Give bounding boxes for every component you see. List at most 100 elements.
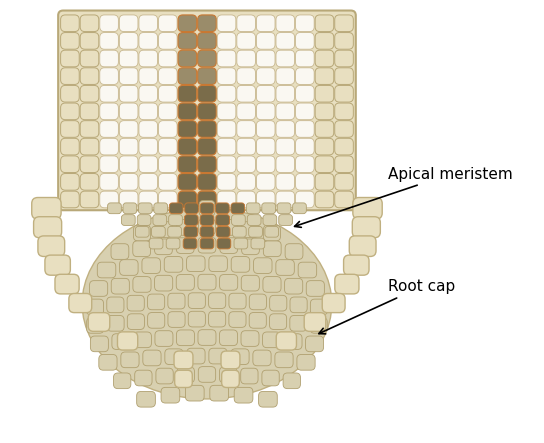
- FancyBboxPatch shape: [139, 50, 158, 67]
- FancyBboxPatch shape: [217, 120, 236, 137]
- FancyBboxPatch shape: [315, 85, 334, 102]
- FancyBboxPatch shape: [188, 311, 206, 327]
- FancyBboxPatch shape: [127, 295, 144, 311]
- FancyBboxPatch shape: [154, 275, 172, 291]
- FancyBboxPatch shape: [241, 331, 259, 346]
- FancyBboxPatch shape: [241, 275, 259, 291]
- FancyBboxPatch shape: [285, 278, 302, 294]
- FancyBboxPatch shape: [198, 274, 216, 290]
- FancyBboxPatch shape: [256, 191, 275, 208]
- FancyBboxPatch shape: [263, 225, 281, 241]
- FancyBboxPatch shape: [276, 191, 295, 208]
- FancyBboxPatch shape: [335, 120, 354, 137]
- FancyBboxPatch shape: [335, 50, 354, 67]
- FancyBboxPatch shape: [178, 120, 197, 137]
- FancyBboxPatch shape: [217, 103, 236, 120]
- FancyBboxPatch shape: [315, 138, 334, 155]
- FancyBboxPatch shape: [215, 203, 229, 214]
- FancyBboxPatch shape: [80, 174, 99, 190]
- FancyBboxPatch shape: [234, 387, 253, 403]
- FancyBboxPatch shape: [139, 103, 158, 120]
- FancyBboxPatch shape: [231, 203, 245, 214]
- FancyBboxPatch shape: [154, 239, 172, 255]
- FancyBboxPatch shape: [166, 238, 180, 249]
- FancyBboxPatch shape: [237, 85, 256, 102]
- FancyBboxPatch shape: [240, 368, 258, 384]
- FancyBboxPatch shape: [237, 174, 256, 190]
- FancyBboxPatch shape: [237, 191, 256, 208]
- FancyBboxPatch shape: [315, 191, 334, 208]
- FancyBboxPatch shape: [217, 191, 236, 208]
- FancyBboxPatch shape: [253, 350, 271, 366]
- FancyBboxPatch shape: [178, 191, 197, 208]
- FancyBboxPatch shape: [220, 275, 238, 290]
- FancyBboxPatch shape: [100, 15, 119, 31]
- FancyBboxPatch shape: [176, 238, 194, 253]
- FancyBboxPatch shape: [139, 138, 158, 155]
- FancyBboxPatch shape: [344, 255, 369, 275]
- FancyBboxPatch shape: [55, 274, 79, 294]
- FancyBboxPatch shape: [184, 226, 197, 237]
- FancyBboxPatch shape: [133, 225, 151, 241]
- FancyBboxPatch shape: [187, 256, 205, 272]
- FancyBboxPatch shape: [90, 336, 108, 352]
- FancyBboxPatch shape: [178, 174, 197, 190]
- FancyBboxPatch shape: [60, 120, 79, 137]
- FancyBboxPatch shape: [119, 120, 138, 137]
- FancyBboxPatch shape: [100, 120, 119, 137]
- FancyBboxPatch shape: [232, 215, 245, 225]
- FancyBboxPatch shape: [32, 198, 61, 219]
- FancyBboxPatch shape: [295, 138, 314, 155]
- FancyBboxPatch shape: [220, 220, 237, 235]
- FancyBboxPatch shape: [184, 215, 198, 225]
- FancyBboxPatch shape: [269, 314, 287, 330]
- FancyBboxPatch shape: [86, 318, 104, 333]
- FancyBboxPatch shape: [80, 50, 99, 67]
- FancyBboxPatch shape: [139, 85, 158, 102]
- FancyBboxPatch shape: [237, 103, 256, 120]
- FancyBboxPatch shape: [295, 15, 314, 31]
- FancyBboxPatch shape: [237, 32, 256, 49]
- FancyBboxPatch shape: [133, 241, 151, 256]
- FancyBboxPatch shape: [158, 15, 177, 31]
- FancyBboxPatch shape: [86, 299, 103, 315]
- FancyBboxPatch shape: [295, 50, 314, 67]
- FancyBboxPatch shape: [217, 15, 236, 31]
- FancyBboxPatch shape: [60, 85, 79, 102]
- FancyBboxPatch shape: [139, 15, 158, 31]
- FancyBboxPatch shape: [262, 203, 275, 214]
- FancyBboxPatch shape: [198, 237, 216, 253]
- FancyBboxPatch shape: [97, 262, 116, 278]
- FancyBboxPatch shape: [169, 215, 182, 225]
- FancyBboxPatch shape: [276, 103, 295, 120]
- FancyBboxPatch shape: [60, 103, 79, 120]
- FancyBboxPatch shape: [139, 120, 158, 137]
- FancyBboxPatch shape: [199, 367, 215, 382]
- FancyBboxPatch shape: [237, 120, 256, 137]
- FancyBboxPatch shape: [176, 275, 194, 290]
- FancyBboxPatch shape: [178, 32, 197, 49]
- FancyBboxPatch shape: [276, 120, 295, 137]
- FancyBboxPatch shape: [231, 349, 249, 365]
- FancyBboxPatch shape: [197, 191, 217, 208]
- FancyBboxPatch shape: [277, 203, 291, 214]
- FancyBboxPatch shape: [147, 313, 165, 328]
- FancyBboxPatch shape: [100, 191, 119, 208]
- FancyBboxPatch shape: [297, 354, 315, 370]
- FancyBboxPatch shape: [256, 32, 275, 49]
- FancyBboxPatch shape: [237, 138, 256, 155]
- FancyBboxPatch shape: [45, 255, 70, 275]
- FancyBboxPatch shape: [90, 281, 108, 296]
- FancyBboxPatch shape: [276, 85, 295, 102]
- Text: Root cap: Root cap: [319, 279, 455, 334]
- FancyBboxPatch shape: [175, 370, 192, 388]
- FancyBboxPatch shape: [298, 262, 317, 278]
- FancyBboxPatch shape: [270, 295, 287, 311]
- FancyBboxPatch shape: [315, 174, 334, 190]
- FancyBboxPatch shape: [143, 350, 161, 366]
- FancyBboxPatch shape: [60, 138, 79, 155]
- FancyBboxPatch shape: [200, 215, 214, 225]
- FancyBboxPatch shape: [197, 68, 217, 85]
- FancyBboxPatch shape: [133, 276, 151, 292]
- FancyBboxPatch shape: [58, 11, 356, 210]
